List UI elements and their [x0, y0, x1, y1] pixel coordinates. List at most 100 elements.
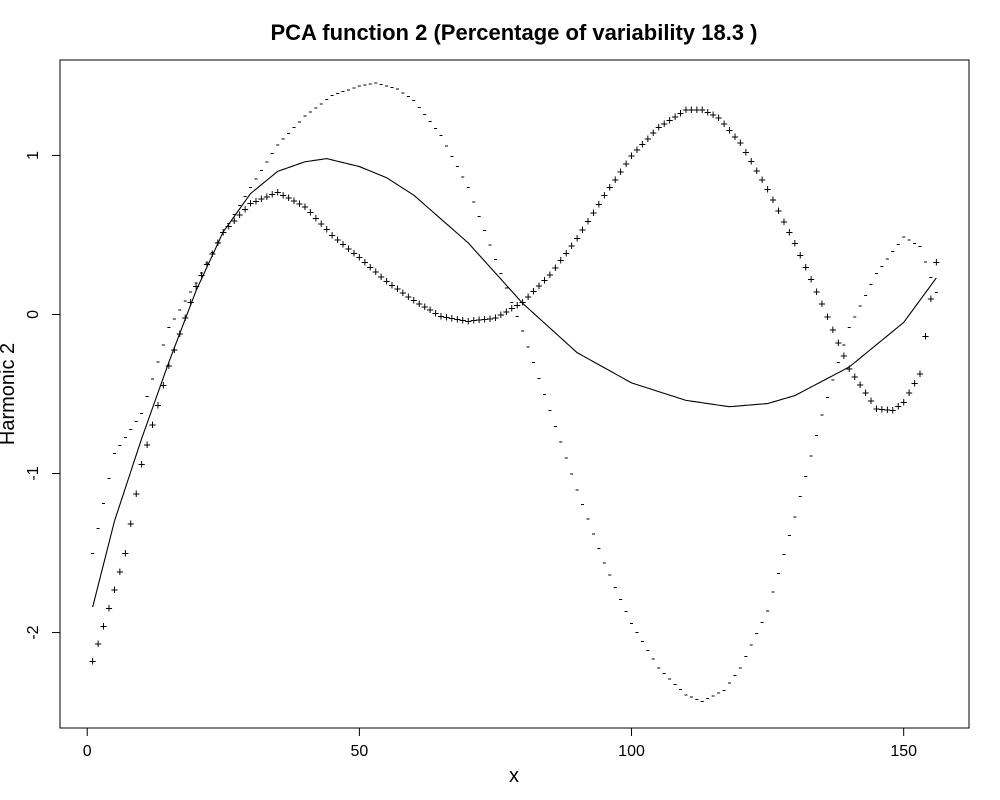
plus-marker: +	[209, 246, 216, 260]
minus-marker: -	[203, 255, 210, 269]
minus-marker: -	[432, 121, 439, 135]
plus-marker: +	[127, 516, 134, 530]
minus-marker: -	[388, 80, 395, 94]
minus-marker: -	[307, 105, 314, 119]
minus-marker: -	[356, 78, 363, 92]
minus-marker: -	[514, 309, 521, 323]
minus-marker: -	[89, 546, 96, 560]
mean-curve	[92, 158, 937, 608]
minus-marker: -	[290, 120, 297, 134]
plus-marker: +	[682, 102, 689, 116]
y-tick-label: -2	[25, 625, 42, 639]
minus-marker: -	[421, 107, 428, 121]
plus-marker: +	[486, 311, 493, 325]
minus-marker: -	[165, 320, 172, 334]
minus-marker: -	[699, 694, 706, 708]
x-tick-label: 50	[350, 743, 368, 760]
y-axis-label: Harmonic 2	[0, 343, 19, 445]
plus-marker: +	[465, 314, 472, 328]
minus-marker: -	[378, 77, 385, 91]
plus-marker: +	[448, 311, 455, 325]
minus-marker: -	[644, 643, 651, 657]
minus-marker: -	[829, 373, 836, 387]
minus-marker: -	[639, 634, 646, 648]
plus-marker: +	[247, 196, 254, 210]
minus-marker: -	[682, 688, 689, 702]
plus-marker: +	[329, 228, 336, 242]
minus-marker: -	[878, 259, 885, 273]
plus-marker: +	[290, 194, 297, 208]
minus-marker: -	[933, 285, 940, 299]
plus-marker: +	[514, 298, 521, 312]
plus-marker: +	[105, 601, 112, 615]
minus-marker: -	[568, 467, 575, 481]
plus-marker: +	[307, 205, 314, 219]
plus-marker: +	[884, 402, 891, 416]
plus-marker: +	[639, 137, 646, 151]
plus-marker: +	[601, 188, 608, 202]
plus-marker: +	[323, 222, 330, 236]
plus-marker: +	[889, 403, 896, 417]
plus-marker: +	[383, 274, 390, 288]
minus-marker: -	[895, 237, 902, 251]
minus-marker: -	[693, 692, 700, 706]
plus-marker: +	[399, 286, 406, 300]
minus-marker: -	[813, 428, 820, 442]
minus-marker: -	[715, 686, 722, 700]
plus-marker: +	[476, 313, 483, 327]
plus-marker: +	[617, 164, 624, 178]
minus-marker: -	[889, 244, 896, 258]
minus-marker: -	[753, 626, 760, 640]
plus-marker: +	[274, 185, 281, 199]
plus-marker: +	[661, 116, 668, 130]
plus-marker: +	[367, 260, 374, 274]
minus-marker: -	[399, 85, 406, 99]
minus-marker: -	[726, 675, 733, 689]
plus-marker: +	[437, 309, 444, 323]
plus-marker: +	[857, 377, 864, 391]
plus-marker: +	[813, 284, 820, 298]
minus-marker: -	[633, 625, 640, 639]
minus-marker: -	[116, 438, 123, 452]
minus-marker: -	[867, 277, 874, 291]
plus-marker: +	[481, 312, 488, 326]
minus-marker: -	[563, 451, 570, 465]
minus-marker: -	[497, 266, 504, 280]
plus-marker: +	[579, 223, 586, 237]
minus-marker: -	[786, 528, 793, 542]
minus-marker: -	[818, 408, 825, 422]
minus-marker: -	[476, 209, 483, 223]
minus-marker: -	[857, 299, 864, 313]
plus-marker: +	[231, 213, 238, 227]
plus-marker: +	[236, 208, 243, 222]
plus-marker: +	[633, 143, 640, 157]
plus-marker: +	[171, 342, 178, 356]
plus-marker: +	[612, 172, 619, 186]
plus-marker: +	[519, 295, 526, 309]
plus-marker: +	[671, 109, 678, 123]
minus-marker: -	[742, 649, 749, 663]
plus-marker: +	[388, 278, 395, 292]
minus-marker: -	[873, 266, 880, 280]
plus-marker: +	[840, 349, 847, 363]
minus-marker: -	[416, 100, 423, 114]
minus-marker: -	[612, 580, 619, 594]
plus-marker: +	[312, 211, 319, 225]
plus-marker: +	[154, 398, 161, 412]
minus-marker: -	[448, 149, 455, 163]
plus-marker: +	[111, 583, 118, 597]
plus-marker: +	[187, 295, 194, 309]
plus-marker: +	[427, 303, 434, 317]
plus-marker: +	[432, 306, 439, 320]
minus-marker: -	[590, 526, 597, 540]
minus-marker: -	[824, 390, 831, 404]
minus-marker: -	[225, 216, 232, 230]
minus-marker: -	[318, 96, 325, 110]
minus-marker: -	[622, 604, 629, 618]
minus-marker: -	[720, 683, 727, 697]
plus-marker: +	[552, 260, 559, 274]
minus-marker: -	[323, 92, 330, 106]
plus-marker: +	[573, 231, 580, 245]
plus-marker: +	[715, 110, 722, 124]
minus-marker: -	[410, 93, 417, 107]
